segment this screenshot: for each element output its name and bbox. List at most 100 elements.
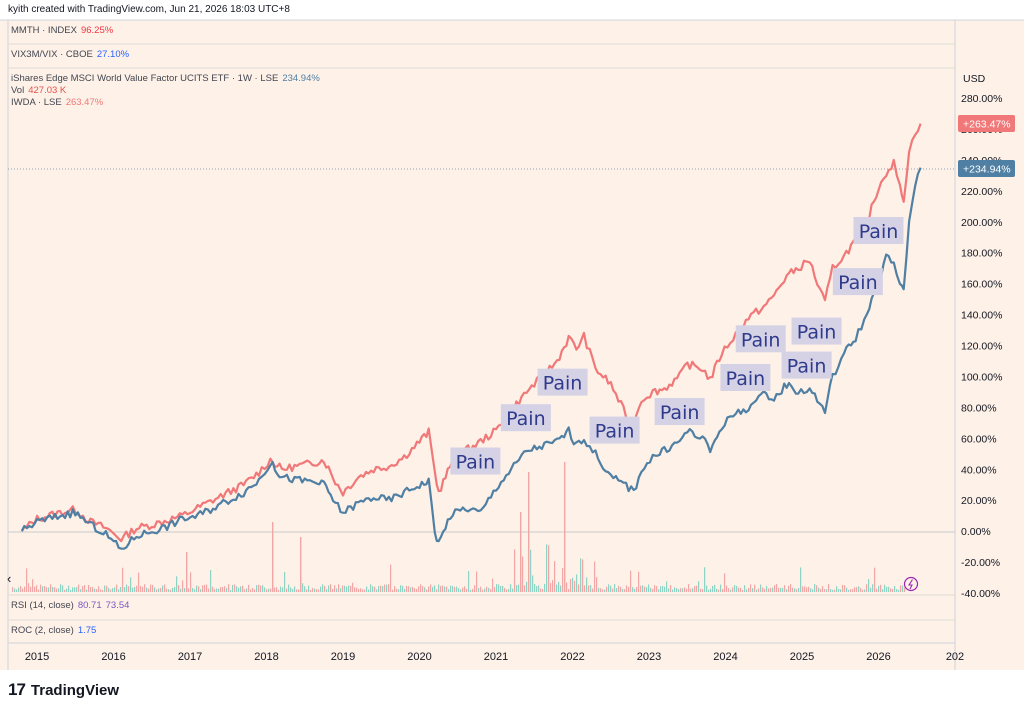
volume-bar: [698, 581, 700, 592]
volume-bar: [290, 587, 292, 592]
volume-bar: [466, 588, 468, 592]
volume-bar: [394, 586, 396, 592]
volume-bar: [614, 584, 616, 592]
y-tick-label: 100.00%: [961, 371, 1002, 383]
volume-bar: [196, 585, 198, 592]
volume-bar: [178, 585, 180, 592]
volume-bar: [550, 583, 552, 592]
legend-vix[interactable]: VIX3M/VIX · CBOE 27.10%: [11, 49, 129, 60]
volume-bar: [14, 588, 16, 592]
volume-bar: [386, 584, 388, 592]
volume-bar: [806, 587, 808, 592]
volume-bar: [186, 552, 188, 592]
volume-bar: [626, 585, 628, 592]
volume-bar: [582, 559, 584, 592]
volume-bar: [896, 589, 898, 592]
left-arrow-icon[interactable]: ‹: [7, 571, 11, 586]
volume-bar: [670, 585, 672, 592]
legend-vol[interactable]: Vol 427.03 K: [11, 85, 66, 96]
volume-bar: [530, 549, 532, 592]
volume-bar: [676, 588, 678, 592]
volume-bar: [880, 584, 882, 592]
volume-bar: [868, 579, 870, 592]
volume-bar: [294, 586, 296, 592]
volume-bar: [258, 584, 260, 592]
volume-bar: [852, 589, 854, 592]
volume-bar: [646, 587, 648, 592]
volume-bar: [54, 587, 56, 592]
legend-rsi[interactable]: RSI (14, close) 80.71 73.54: [11, 600, 129, 611]
x-tick-label: 2021: [484, 651, 508, 663]
volume-bar: [556, 584, 558, 592]
volume-bar: [420, 584, 422, 592]
volume-bar: [106, 585, 108, 592]
lightning-icon[interactable]: [903, 576, 919, 592]
volume-bar: [538, 585, 540, 592]
volume-bar: [220, 587, 222, 592]
volume-bar: [564, 462, 566, 592]
volume-bar: [114, 587, 116, 592]
volume-bar: [794, 588, 796, 592]
volume-bar: [110, 589, 112, 592]
volume-bar: [120, 587, 122, 592]
pain-annotation-box: [832, 268, 883, 296]
volume-bar: [256, 585, 258, 592]
tradingview-mark-icon: 17: [8, 680, 26, 699]
y-tick-label: 20.00%: [961, 495, 997, 507]
volume-bar: [692, 588, 694, 592]
volume-bar: [240, 586, 242, 592]
volume-bar: [824, 589, 826, 592]
volume-bar: [204, 584, 206, 592]
legend-iwda[interactable]: IWDA · LSE 263.47%: [11, 97, 103, 108]
tradingview-logo[interactable]: 17 TradingView: [8, 680, 119, 700]
pain-annotation-box: [781, 351, 832, 379]
volume-bar: [280, 586, 282, 592]
volume-bar: [402, 585, 404, 592]
volume-bar: [48, 587, 50, 592]
volume-bar: [504, 587, 506, 592]
legend-iwda-label: IWDA · LSE: [11, 97, 62, 108]
volume-bar: [334, 585, 336, 592]
volume-bar: [864, 589, 866, 592]
legend-iwda-value: 263.47%: [65, 97, 104, 108]
pain-annotation-box: [654, 398, 705, 426]
volume-bar: [834, 589, 836, 592]
legend-mmth-value: 96.25%: [80, 25, 114, 36]
volume-bar: [662, 586, 664, 592]
volume-bar: [390, 564, 392, 592]
volume-bar: [860, 587, 862, 592]
legend-main[interactable]: iShares Edge MSCI World Value Factor UCI…: [11, 73, 320, 84]
volume-bar: [726, 585, 728, 592]
volume-bar: [902, 585, 904, 592]
volume-bar: [36, 585, 38, 592]
legend-roc[interactable]: ROC (2, close) 1.75: [11, 625, 96, 636]
legend-main-value: 234.94%: [282, 73, 320, 84]
x-tick-label: 2025: [790, 651, 814, 663]
volume-bar: [74, 587, 76, 592]
volume-bar: [652, 588, 654, 592]
volume-bar: [826, 589, 828, 592]
y-tick-label: 160.00%: [961, 279, 1002, 291]
volume-bar: [190, 572, 192, 592]
volume-bar: [558, 581, 560, 592]
volume-bar: [322, 584, 324, 592]
volume-bar: [70, 589, 72, 592]
volume-bar: [778, 587, 780, 592]
volume-bar: [26, 568, 28, 592]
volume-bar: [452, 585, 454, 592]
legend-mmth[interactable]: MMTH · INDEX 96.25%: [11, 25, 113, 36]
volume-bar: [502, 585, 504, 592]
volume-bar: [642, 585, 644, 592]
volume-bar: [288, 584, 290, 592]
volume-bar: [828, 584, 830, 592]
volume-bar: [594, 561, 596, 592]
volume-bar: [458, 588, 460, 592]
volume-bar: [616, 588, 618, 592]
volume-bar: [494, 587, 496, 592]
volume-bar: [158, 588, 160, 592]
volume-bar: [552, 580, 554, 592]
volume-bar: [810, 588, 812, 592]
volume-bar: [176, 576, 178, 592]
volume-bar: [118, 589, 120, 592]
volume-bar: [900, 585, 902, 592]
